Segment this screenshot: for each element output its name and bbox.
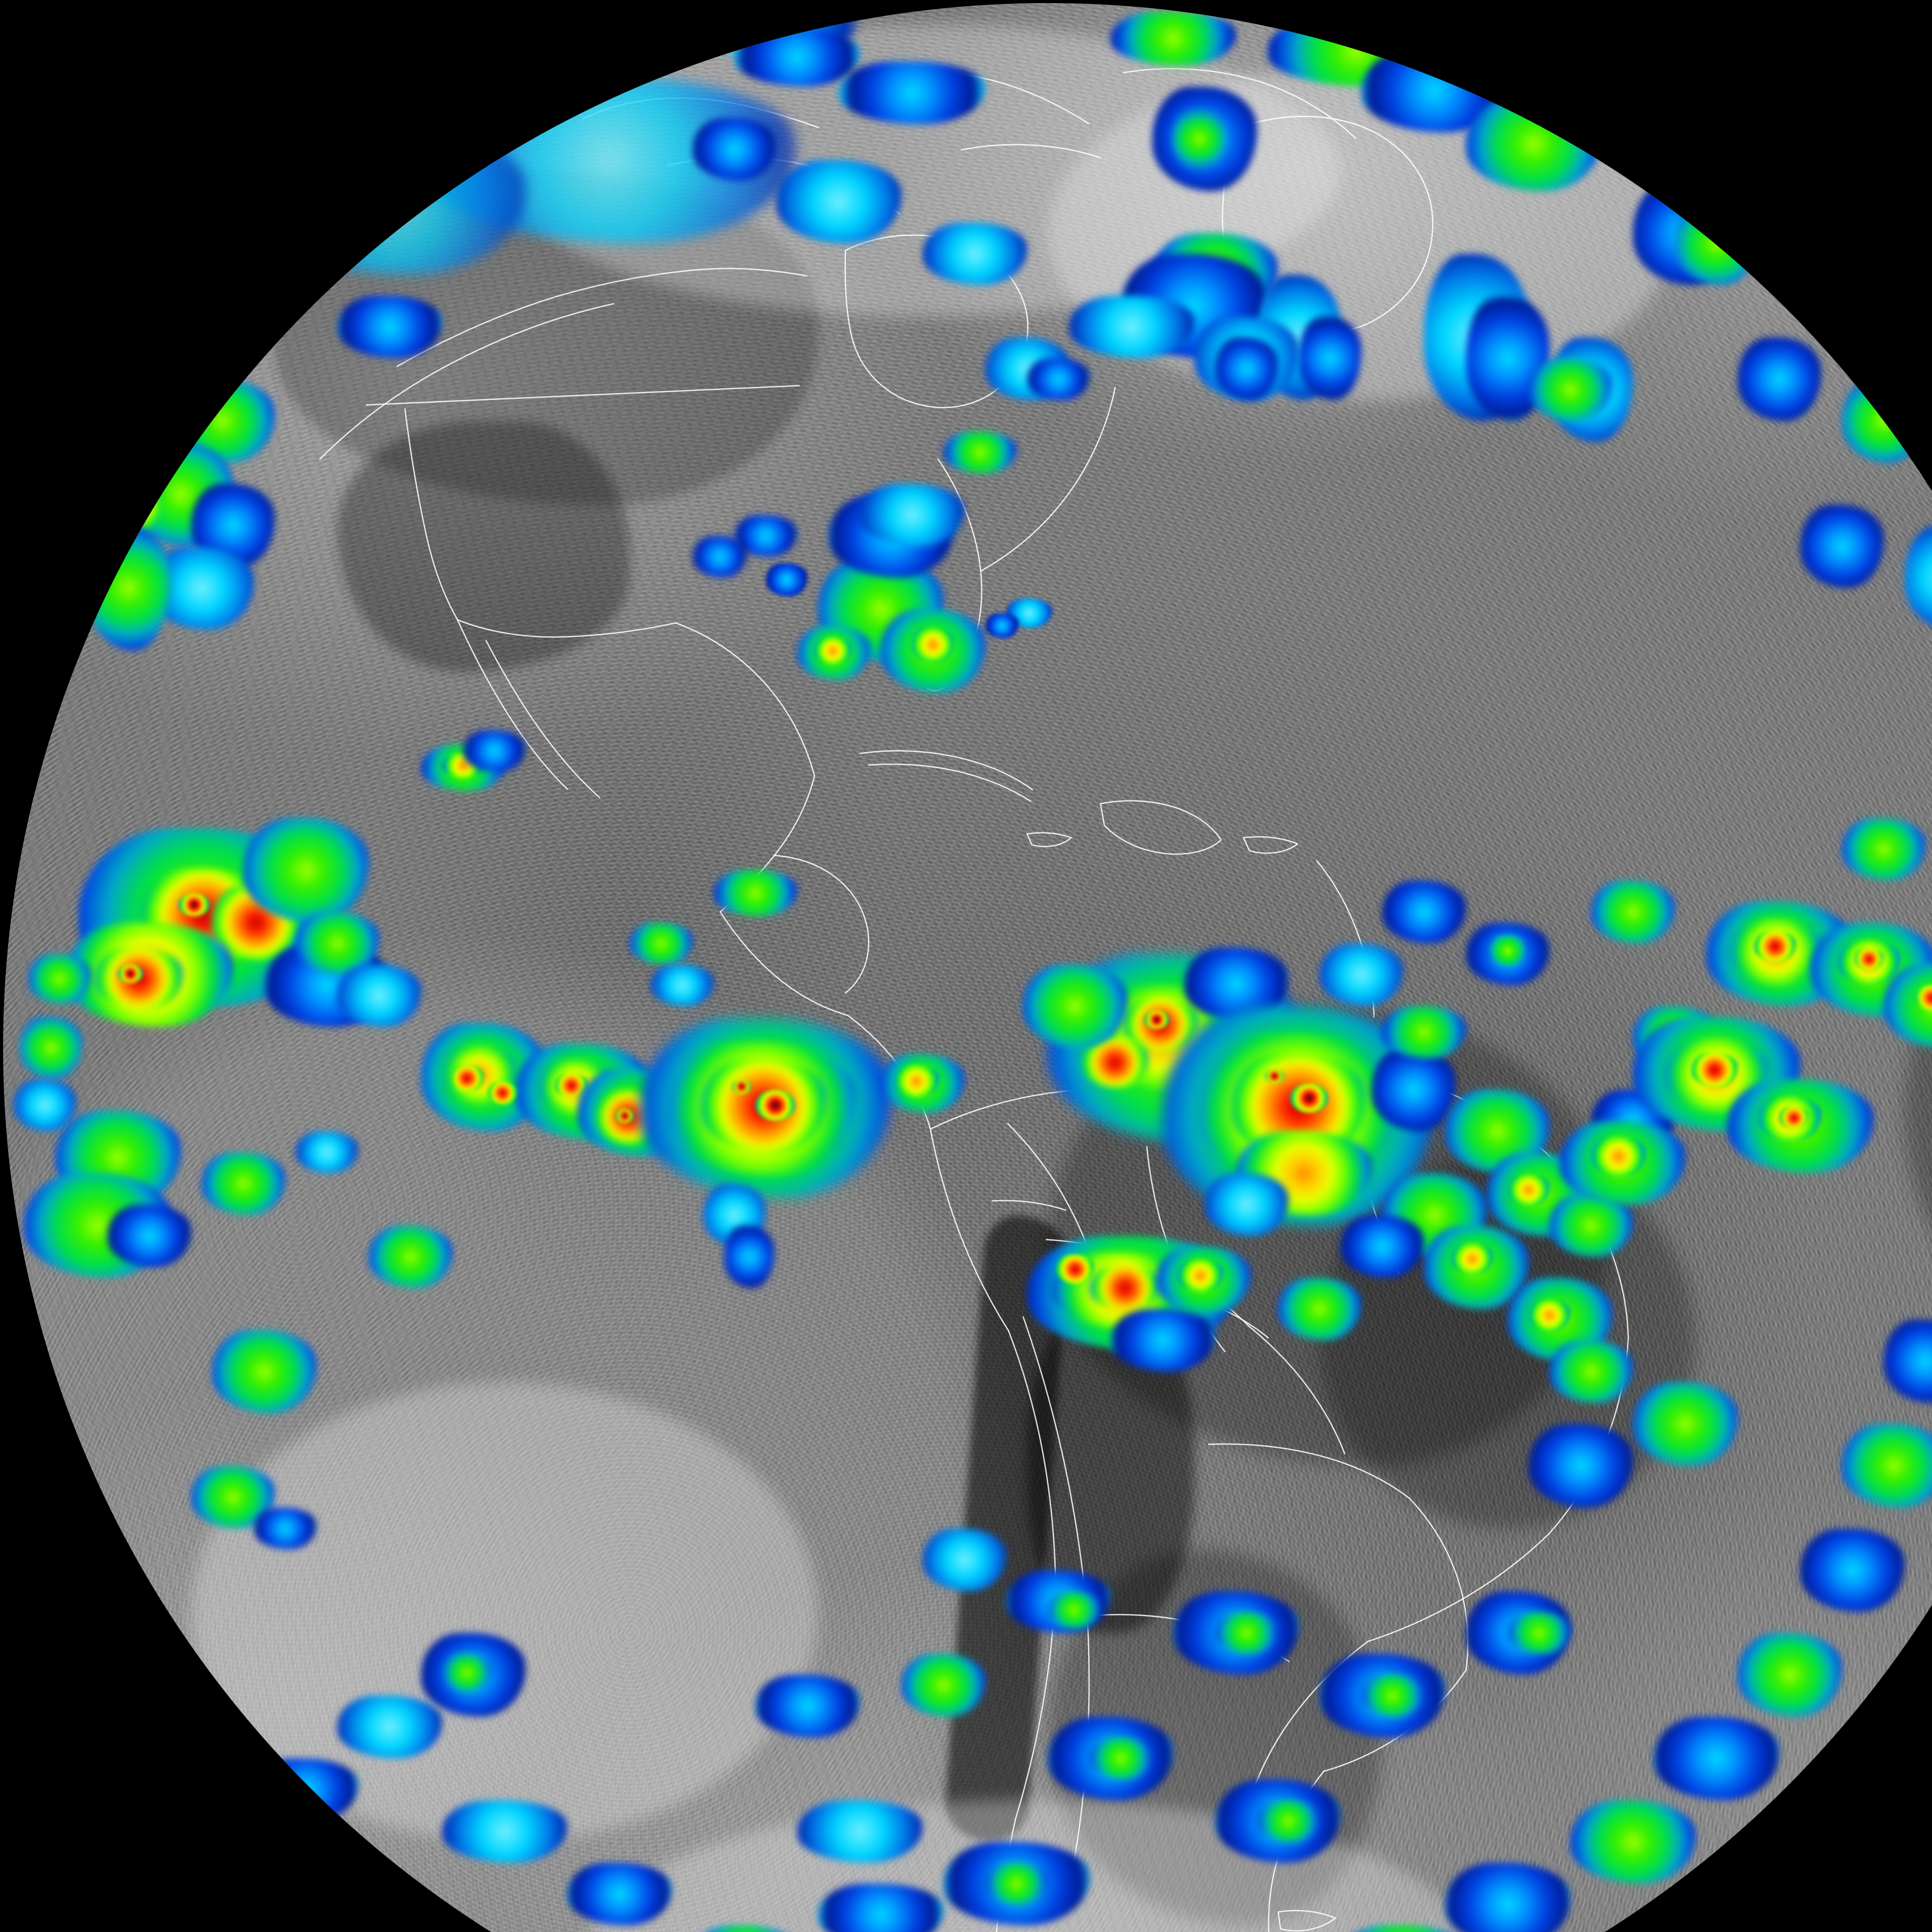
earth-full-disk [3, 3, 1932, 1932]
satellite-image-canvas [0, 0, 1932, 1932]
coastline-overlay [3, 3, 1932, 1932]
